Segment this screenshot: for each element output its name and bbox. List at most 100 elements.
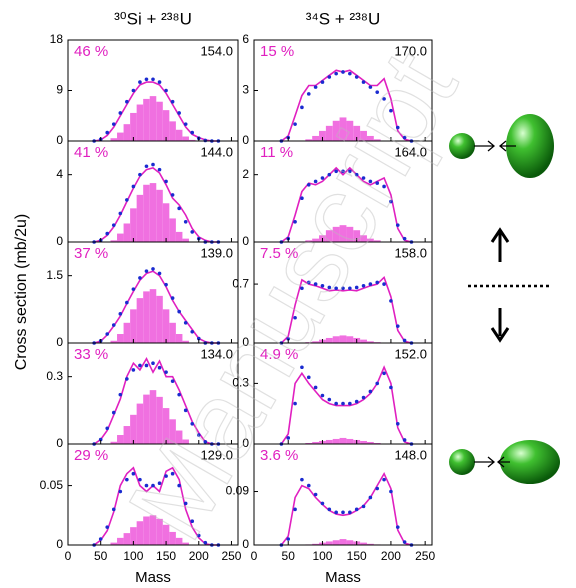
histogram-bar	[366, 543, 374, 545]
y-tick-label: 0.05	[40, 478, 64, 492]
arrows	[474, 456, 510, 468]
histogram-bar	[156, 396, 163, 444]
data-point	[138, 172, 142, 177]
panel-annotation: 46 %	[74, 43, 108, 60]
histogram-bar	[123, 124, 131, 141]
model-line	[280, 275, 412, 344]
data-point	[341, 401, 345, 406]
data-point	[402, 438, 407, 442]
data-point	[293, 315, 297, 320]
panel-label: 170.0	[394, 43, 427, 58]
panel-label: 139.0	[200, 245, 233, 260]
histogram-bar	[136, 194, 144, 242]
histogram-bar	[156, 101, 163, 141]
histogram-bar	[110, 542, 118, 545]
histogram-bar	[360, 440, 367, 444]
y-tick-label: 0	[56, 133, 63, 147]
data-point	[151, 77, 155, 82]
data-point	[111, 223, 116, 227]
histogram-bar	[182, 340, 189, 343]
histogram-bar	[136, 104, 144, 141]
histogram-bar	[305, 240, 313, 242]
data-point	[306, 483, 311, 488]
x-tick-label: 200	[381, 549, 401, 563]
data-point	[313, 282, 318, 286]
x-tick-label: 100	[312, 549, 332, 563]
data-point	[354, 172, 359, 177]
data-point	[105, 130, 110, 135]
y-axis-label: Cross section (mb/2u)	[13, 214, 30, 371]
histogram-bar	[169, 121, 176, 141]
y-tick-label: 0.3	[46, 369, 63, 383]
data-point	[306, 280, 311, 285]
histogram-bar	[332, 540, 340, 545]
data-point	[98, 437, 103, 442]
target-prolate	[500, 440, 560, 484]
column-title: ³⁴S + ²³⁸U	[306, 9, 380, 28]
panel-label: 144.0	[200, 144, 233, 159]
x-tick-label: 150	[347, 549, 367, 563]
histogram-bar	[175, 430, 183, 444]
histogram-bar	[366, 238, 374, 242]
data-point	[138, 276, 142, 280]
histogram-bar	[360, 339, 367, 343]
y-tick-label: 0	[56, 537, 63, 551]
panel-label: 164.0	[394, 144, 427, 159]
panel-label: 129.0	[200, 447, 233, 462]
data-point	[334, 286, 338, 291]
histogram-bar	[162, 203, 170, 242]
panel-annotation: 3.6 %	[260, 447, 298, 464]
x-tick-label: 50	[94, 549, 108, 563]
histogram-bar	[149, 96, 157, 141]
data-point	[138, 80, 142, 84]
data-point	[286, 436, 291, 440]
histogram-bar	[130, 208, 137, 242]
histogram-bar	[188, 139, 196, 141]
data-point	[144, 77, 149, 82]
histogram-bar	[169, 419, 176, 444]
histogram-bar	[360, 542, 367, 545]
data-point	[341, 169, 345, 174]
data-point	[183, 408, 188, 413]
data-point	[144, 363, 149, 368]
x-tick-label: 0	[65, 549, 72, 563]
data-point	[313, 179, 318, 184]
histogram-bar	[130, 414, 137, 444]
y-tick-label: 0.09	[226, 484, 250, 498]
y-tick-label: 9	[56, 83, 63, 97]
data-point	[341, 70, 345, 74]
histogram-bar	[353, 230, 361, 242]
data-point	[164, 179, 168, 184]
histogram-bar	[182, 439, 189, 444]
histogram-bar	[123, 322, 131, 343]
data-point	[320, 80, 325, 84]
histogram-bar	[130, 527, 137, 545]
data-point	[164, 88, 168, 93]
data-point	[118, 392, 123, 397]
histogram-bar	[149, 515, 157, 545]
data-point	[334, 510, 338, 515]
y-tick-label: 0	[242, 234, 249, 248]
panel-label: 134.0	[200, 346, 233, 361]
y-tick-label: 0.7	[232, 276, 249, 290]
histogram-bar	[346, 226, 354, 242]
data-point	[118, 211, 123, 216]
histogram-bar	[143, 291, 150, 343]
y-tick-label: 3	[242, 83, 249, 97]
data-point	[320, 501, 325, 506]
histogram-bar	[312, 543, 320, 545]
data-point	[354, 507, 359, 512]
data-point	[151, 483, 155, 488]
data-point	[313, 85, 318, 89]
data-point	[395, 525, 400, 529]
y-tick-label: 0.3	[232, 376, 249, 390]
histogram-bar	[312, 341, 320, 343]
histogram-bar	[346, 540, 354, 545]
histogram-bar	[117, 537, 124, 545]
histogram-bar	[175, 129, 183, 141]
histogram-bar	[332, 336, 340, 343]
histogram-bar	[312, 441, 320, 444]
x-axis-label: Mass	[135, 569, 171, 586]
y-tick-label: 18	[50, 32, 64, 46]
data-point	[375, 181, 380, 185]
